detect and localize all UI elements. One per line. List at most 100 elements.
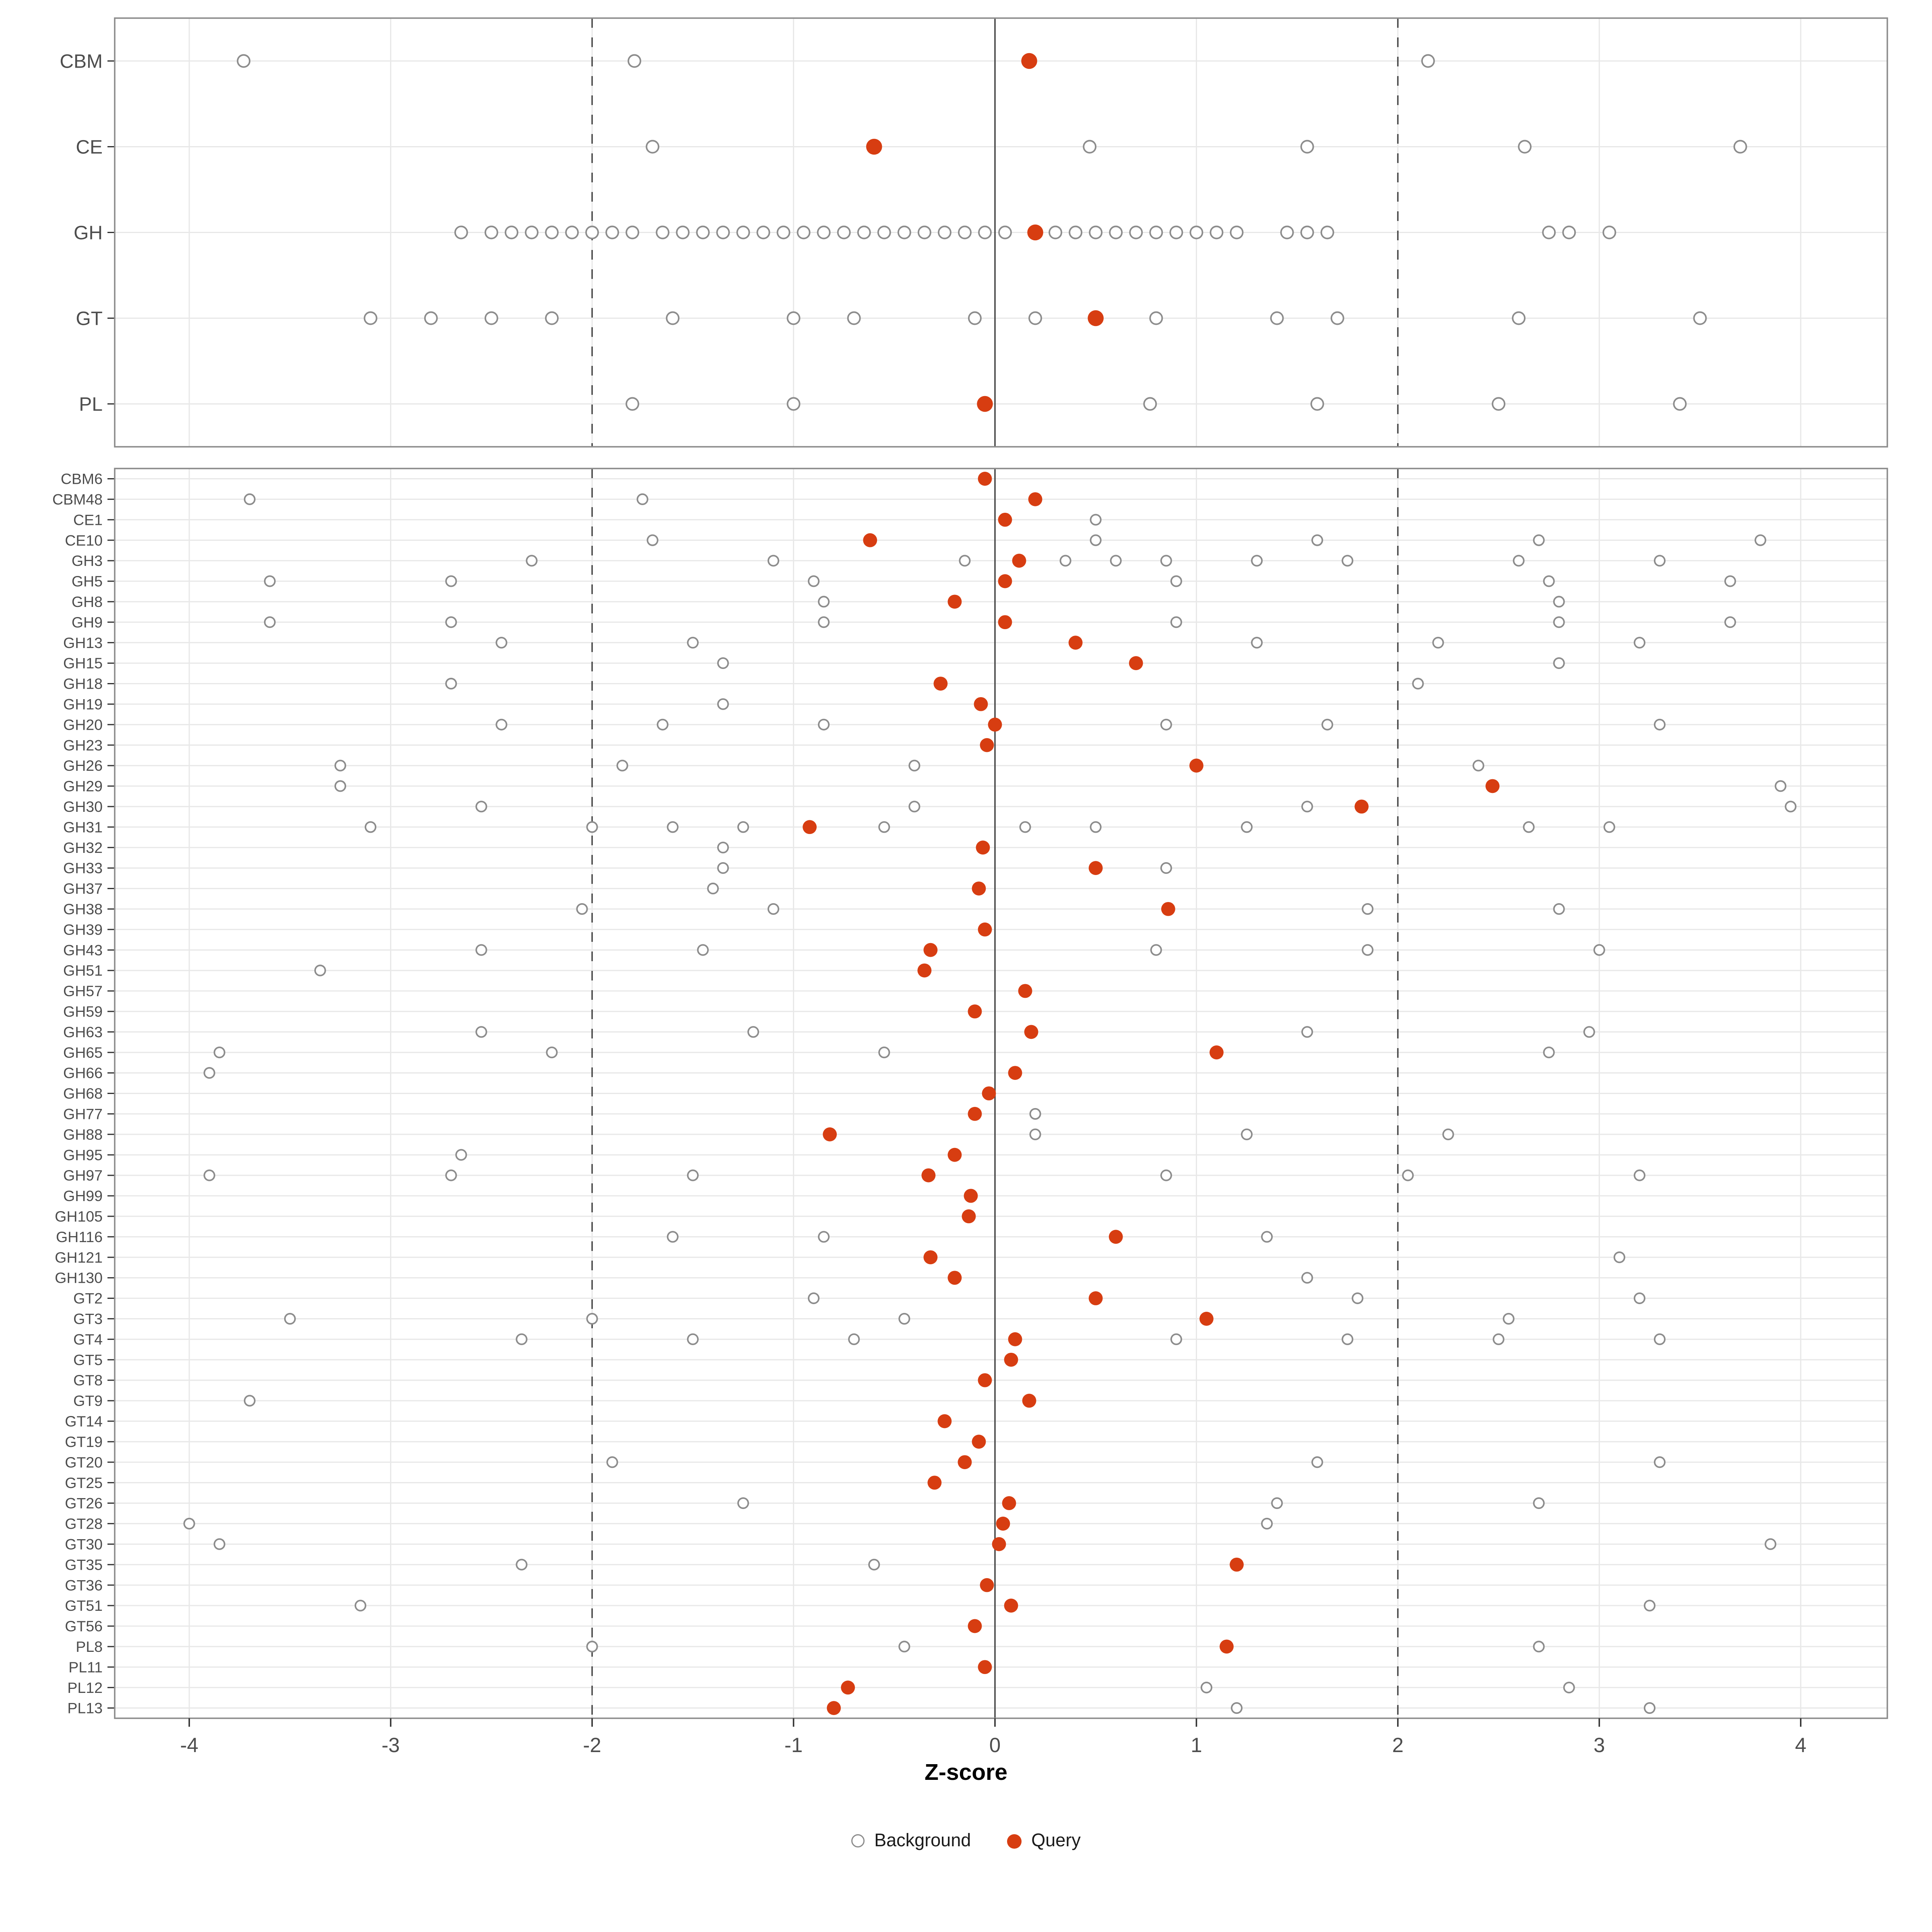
background-point [545, 311, 559, 325]
background-point [897, 225, 911, 239]
x-tick-label: -4 [180, 1734, 198, 1757]
background-point [717, 842, 729, 854]
query-point [1220, 1639, 1234, 1654]
query-point [1008, 1066, 1022, 1080]
background-marker-icon [851, 1834, 865, 1847]
query-point [1018, 984, 1032, 998]
background-point [978, 225, 992, 239]
query-point [1088, 1291, 1103, 1305]
legend-item-query: Query [1007, 1831, 1081, 1851]
row-label: GH5 [72, 573, 103, 590]
background-point [1542, 225, 1556, 239]
background-point [817, 225, 831, 239]
row-label: GT30 [65, 1536, 103, 1552]
background-point [1673, 397, 1687, 411]
background-point [1533, 534, 1545, 546]
query-point [1088, 310, 1104, 326]
background-point [687, 1333, 699, 1345]
x-tick-label: 3 [1593, 1734, 1605, 1757]
background-point [717, 698, 729, 710]
background-point [1160, 718, 1172, 731]
background-point [454, 225, 468, 239]
background-point [1518, 140, 1532, 154]
query-point [962, 1209, 976, 1224]
background-point [445, 1169, 457, 1181]
query-point [1027, 224, 1043, 241]
background-point [1653, 1456, 1666, 1468]
row-label: GT19 [65, 1433, 103, 1450]
query-point [1354, 799, 1369, 814]
background-point [1492, 1333, 1505, 1345]
query-point [1068, 636, 1083, 650]
row-label: GH130 [55, 1269, 103, 1286]
background-point [475, 1026, 487, 1038]
background-point [767, 555, 780, 567]
background-point [455, 1149, 467, 1161]
background-point [1643, 1702, 1656, 1714]
background-point [716, 225, 730, 239]
background-point [1210, 225, 1224, 239]
query-point [972, 881, 986, 896]
query-point [1088, 861, 1103, 875]
background-point [334, 780, 347, 792]
query-point [998, 512, 1012, 527]
query-point [937, 1414, 952, 1428]
background-point [1543, 575, 1555, 587]
row-label: PL [79, 394, 103, 415]
background-point [1311, 1456, 1323, 1468]
row-label: GH99 [63, 1187, 103, 1204]
query-point [996, 1517, 1010, 1531]
row-label: GH13 [63, 634, 103, 651]
row-label: GH38 [63, 901, 103, 918]
background-point [1109, 225, 1123, 239]
query-point [933, 677, 948, 691]
query-point [978, 1660, 992, 1674]
background-point [697, 944, 709, 956]
background-point [1633, 1292, 1645, 1305]
row-label: GH95 [63, 1146, 103, 1163]
row-label: GT25 [65, 1474, 103, 1491]
query-point [947, 1148, 962, 1162]
background-point [1261, 1231, 1273, 1243]
query-point [947, 594, 962, 609]
background-point [898, 1313, 910, 1325]
background-point [848, 1333, 860, 1345]
background-point [445, 575, 457, 587]
row-label: CE10 [65, 532, 103, 549]
row-label: GT5 [73, 1351, 103, 1368]
background-point [666, 311, 680, 325]
panel-border [114, 468, 1888, 1719]
background-point [786, 311, 801, 325]
background-point [1251, 637, 1263, 649]
background-point [1724, 616, 1736, 628]
background-point [1160, 1169, 1172, 1181]
background-point [776, 225, 791, 239]
background-point [264, 575, 276, 587]
background-point [717, 657, 729, 669]
background-point [1613, 1251, 1625, 1263]
background-point [1330, 311, 1344, 325]
legend-label-background: Background [874, 1831, 971, 1851]
query-point [1002, 1496, 1016, 1510]
background-point [636, 493, 648, 505]
query-point [827, 1701, 841, 1715]
background-point [545, 225, 559, 239]
background-point [484, 311, 498, 325]
query-point [947, 1271, 962, 1285]
row-label: GT8 [73, 1372, 103, 1389]
query-point [980, 1578, 994, 1592]
background-point [1653, 1333, 1666, 1345]
background-point [365, 821, 377, 833]
background-point [1583, 1026, 1595, 1038]
row-label: GT [76, 308, 103, 329]
row-label: GH97 [63, 1167, 103, 1184]
background-point [284, 1313, 296, 1325]
row-label: GT3 [73, 1311, 103, 1327]
background-point [1533, 1497, 1545, 1509]
row-label: PL11 [68, 1659, 103, 1676]
background-point [1553, 616, 1565, 628]
background-point [1230, 1702, 1243, 1714]
background-point [1513, 555, 1525, 567]
query-point [1230, 1557, 1244, 1572]
